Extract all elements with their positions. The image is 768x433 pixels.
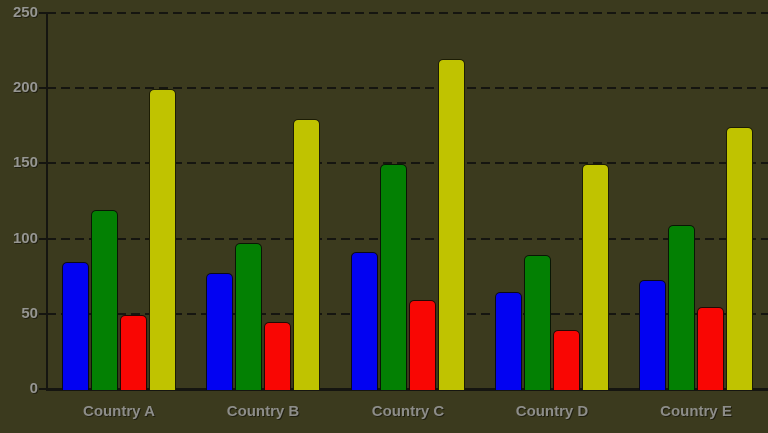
gridline-150 <box>47 162 768 165</box>
y-tick-label-150: 150 <box>12 154 38 172</box>
x-category-label-country-e: Country E <box>660 403 732 420</box>
y-tick-label-200: 200 <box>12 79 38 97</box>
bar-yellow-country-c <box>438 59 465 390</box>
bar-red-country-e <box>697 307 724 390</box>
bar-green-country-e <box>668 225 695 390</box>
bar-blue-country-e <box>639 280 666 390</box>
x-category-label-country-b: Country B <box>226 403 300 420</box>
y-axis-line <box>46 13 48 391</box>
y-tick-250 <box>39 12 47 14</box>
x-axis-line <box>46 388 768 391</box>
y-tick-50 <box>39 312 47 315</box>
gridline-200 <box>47 87 768 90</box>
bar-blue-country-a <box>62 262 89 390</box>
x-category-label-country-d: Country D <box>515 403 589 420</box>
y-tick-100 <box>39 237 47 240</box>
bar-blue-country-d <box>495 292 522 390</box>
y-tick-150 <box>39 162 47 165</box>
gridline-50 <box>47 312 768 315</box>
x-category-label-country-c: Country C <box>371 403 445 420</box>
bar-green-country-a <box>91 210 118 390</box>
bar-blue-country-c <box>351 252 378 390</box>
y-tick-label-100: 100 <box>12 229 38 247</box>
gridline-250 <box>47 12 768 14</box>
bar-yellow-country-a <box>149 89 176 390</box>
gridline-100 <box>47 237 768 240</box>
bar-red-country-d <box>553 330 580 390</box>
x-category-label-country-a: Country A <box>83 403 155 420</box>
y-tick-200 <box>39 87 47 90</box>
y-tick-label-250: 250 <box>12 4 38 21</box>
y-tick-label-50: 50 <box>21 304 38 322</box>
bar-yellow-country-e <box>726 127 753 390</box>
y-tick-0 <box>39 388 47 390</box>
bar-red-country-a <box>120 315 147 390</box>
bar-yellow-country-d <box>582 164 609 390</box>
bar-yellow-country-b <box>293 119 320 390</box>
bar-blue-country-b <box>206 273 233 390</box>
y-tick-label-0: 0 <box>29 380 38 397</box>
bar-red-country-c <box>409 300 436 390</box>
bar-green-country-b <box>235 243 262 390</box>
bar-red-country-b <box>264 322 291 390</box>
bar-green-country-c <box>380 164 407 390</box>
bar-green-country-d <box>524 255 551 390</box>
